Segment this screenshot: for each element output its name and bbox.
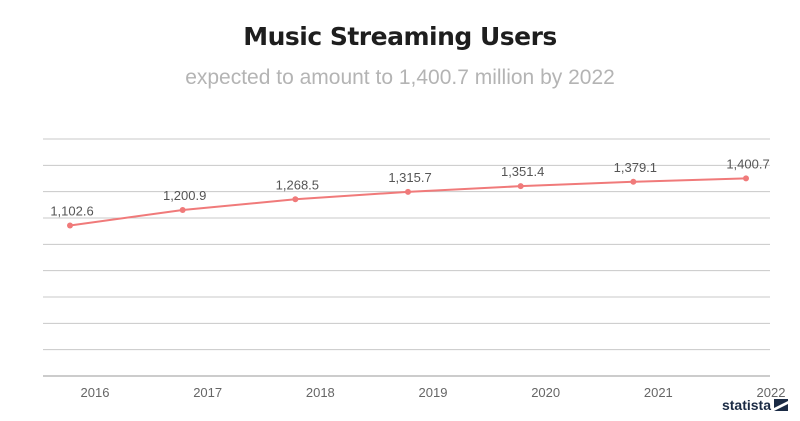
data-point bbox=[67, 222, 73, 229]
statista-logo: statista bbox=[722, 397, 788, 413]
x-tick-label: 2018 bbox=[306, 385, 335, 400]
data-label: 1,400.7 bbox=[726, 156, 769, 171]
logo-text: statista bbox=[721, 397, 771, 413]
data-point bbox=[292, 196, 299, 203]
data-label: 1,379.1 bbox=[614, 160, 657, 175]
data-point bbox=[630, 178, 637, 185]
x-tick-label: 2021 bbox=[644, 385, 673, 400]
x-tick-label: 2020 bbox=[531, 385, 560, 400]
data-label: 1,315.7 bbox=[388, 170, 431, 185]
x-tick-label: 2016 bbox=[81, 385, 110, 400]
x-tick-label: 2022 bbox=[757, 385, 786, 400]
chart-title: Music Streaming Users bbox=[243, 22, 557, 51]
data-point bbox=[743, 175, 749, 182]
data-label: 1,102.6 bbox=[50, 203, 93, 218]
data-label: 1,351.4 bbox=[501, 164, 544, 179]
gridlines bbox=[43, 138, 770, 377]
chart-subtitle: expected to amount to 1,400.7 million by… bbox=[185, 66, 615, 89]
x-tick-label: 2019 bbox=[419, 385, 448, 400]
data-label: 1,268.5 bbox=[276, 177, 319, 192]
x-tick-labels: 2016 2017 2018 2019 2020 2021 2022 bbox=[81, 385, 786, 400]
data-point bbox=[405, 188, 411, 195]
data-point bbox=[517, 183, 524, 190]
x-tick-label: 2017 bbox=[193, 385, 222, 400]
statista-logo-icon bbox=[774, 399, 788, 411]
series-line bbox=[67, 175, 749, 229]
data-label: 1,200.9 bbox=[163, 188, 206, 203]
data-labels: 1,102.6 1,200.9 1,268.5 1,315.7 1,351.4 1,379… bbox=[50, 156, 769, 218]
data-point bbox=[179, 206, 186, 213]
